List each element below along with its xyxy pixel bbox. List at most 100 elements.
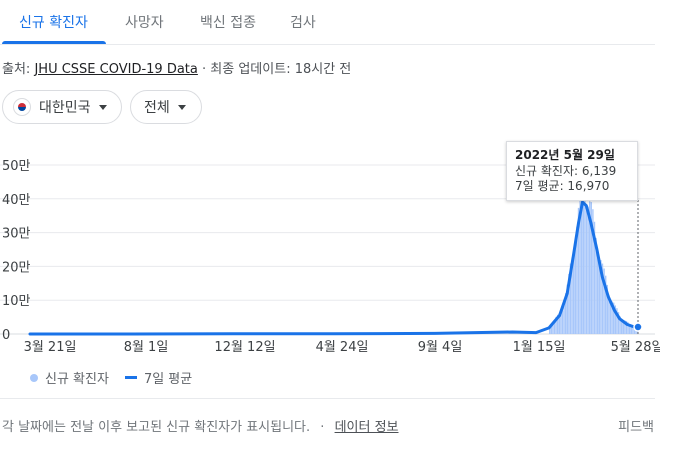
daily-case-bar bbox=[613, 302, 615, 334]
y-tick-label: 0 bbox=[2, 328, 10, 343]
feedback-link[interactable]: 피드백 bbox=[618, 420, 654, 435]
x-tick-label: 12월 12일 bbox=[214, 340, 275, 355]
daily-case-bar bbox=[589, 201, 591, 334]
y-tick-label: 30만 bbox=[2, 227, 31, 242]
daily-case-bar bbox=[605, 275, 607, 334]
daily-case-bar bbox=[632, 327, 634, 334]
daily-case-bar bbox=[563, 302, 565, 334]
daily-case-bar bbox=[608, 294, 610, 334]
y-tick-label: 50만 bbox=[2, 159, 31, 174]
x-tick-label: 4월 24일 bbox=[316, 340, 369, 355]
daily-case-bar bbox=[579, 177, 581, 334]
x-tick-label: 5월 28일 bbox=[611, 340, 660, 355]
daily-case-bar bbox=[629, 324, 631, 334]
y-tick-label: 20만 bbox=[2, 260, 31, 275]
tooltip-date: 2022년 5월 29일 bbox=[515, 148, 615, 162]
daily-case-bar bbox=[561, 310, 564, 334]
south-korea-flag-icon bbox=[13, 98, 31, 116]
daily-case-bar bbox=[550, 326, 552, 334]
legend-new-cases: 신규 확진자 bbox=[45, 372, 109, 387]
source-line: 출처: JHU CSSE COVID-19 Data · 최종 업데이트: 18… bbox=[2, 58, 351, 77]
daily-case-bar bbox=[598, 260, 600, 334]
chevron-down-icon bbox=[98, 104, 107, 110]
daily-case-bar bbox=[595, 237, 597, 334]
range-dropdown[interactable]: 전체 bbox=[130, 90, 202, 124]
country-label: 대한민국 bbox=[39, 100, 91, 116]
daily-case-bar bbox=[617, 312, 620, 334]
x-tick-label: 9월 4일 bbox=[418, 340, 463, 355]
daily-case-bar bbox=[622, 320, 624, 334]
daily-case-bar bbox=[568, 273, 570, 334]
daily-case-bar bbox=[597, 255, 599, 334]
daily-case-bar bbox=[577, 207, 580, 334]
chevron-down-icon bbox=[177, 104, 186, 110]
daily-case-bar bbox=[603, 268, 605, 334]
daily-case-bar bbox=[627, 322, 629, 334]
tooltip-new-cases: 신규 확진자: 6,139 bbox=[515, 163, 617, 178]
average-legend-marker bbox=[124, 376, 137, 379]
daily-case-bar bbox=[560, 312, 562, 334]
data-info-link[interactable]: 데이터 정보 bbox=[334, 420, 399, 435]
daily-case-bar bbox=[621, 319, 623, 334]
country-dropdown[interactable]: 대한민국 bbox=[2, 90, 122, 124]
source-prefix: 출처: bbox=[2, 62, 31, 77]
daily-case-bar bbox=[630, 325, 632, 334]
daily-case-bar bbox=[574, 246, 576, 334]
daily-case-bar bbox=[590, 202, 592, 334]
daily-case-bar bbox=[587, 206, 589, 334]
tab-new-cases[interactable]: 신규 확진자 bbox=[19, 15, 88, 31]
daily-case-bar bbox=[593, 221, 596, 334]
daily-case-bar bbox=[585, 210, 588, 334]
daily-case-bar bbox=[633, 329, 636, 334]
daily-case-bar bbox=[557, 314, 559, 334]
x-tick-label: 1월 15일 bbox=[513, 340, 566, 355]
daily-case-bar bbox=[555, 316, 557, 334]
daily-case-bar bbox=[584, 164, 586, 334]
daily-case-bar bbox=[569, 263, 572, 334]
daily-case-bar bbox=[606, 284, 608, 334]
daily-case-bar bbox=[576, 226, 578, 334]
footer-divider bbox=[0, 398, 655, 399]
last-updated: 최종 업데이트: 18시간 전 bbox=[210, 62, 352, 77]
footer-note-text: 각 날짜에는 전날 이후 보고된 신규 확진자가 표시됩니다. bbox=[2, 420, 311, 435]
x-tick-label: 8월 1일 bbox=[124, 340, 169, 355]
daily-case-bar bbox=[565, 293, 567, 334]
daily-case-bar bbox=[581, 148, 583, 334]
legend-7day-average: 7일 평균 bbox=[143, 372, 193, 387]
new-cases-legend-marker bbox=[30, 373, 38, 382]
daily-case-bar bbox=[571, 257, 573, 334]
tab-bar: 신규 확진자 사망자 백신 접종 검사 bbox=[0, 0, 655, 45]
footer-note: 각 날짜에는 전날 이후 보고된 신규 확진자가 표시됩니다. · 데이터 정보 bbox=[2, 416, 399, 435]
bar-series bbox=[549, 148, 639, 334]
source-link[interactable]: JHU CSSE COVID-19 Data bbox=[34, 62, 198, 77]
chart-tooltip: 2022년 5월 29일 신규 확진자: 6,139 7일 평균: 16,970 bbox=[506, 141, 638, 201]
tab-tests[interactable]: 검사 bbox=[290, 15, 316, 31]
daily-case-bar bbox=[552, 322, 554, 334]
daily-case-bar bbox=[566, 284, 568, 334]
daily-case-bar bbox=[619, 316, 621, 334]
source-separator: · bbox=[202, 62, 207, 77]
tab-deaths[interactable]: 사망자 bbox=[125, 15, 164, 31]
daily-case-bar bbox=[549, 327, 551, 334]
7day-average-line bbox=[28, 200, 640, 336]
tab-vaccinations[interactable]: 백신 접종 bbox=[200, 15, 256, 31]
hover-point bbox=[633, 322, 643, 332]
daily-case-bar bbox=[614, 305, 616, 334]
daily-case-bar bbox=[601, 263, 604, 334]
daily-case-bar bbox=[611, 301, 613, 334]
daily-case-bar bbox=[616, 308, 618, 334]
daily-case-bar bbox=[592, 209, 594, 334]
tooltip-7day-average: 7일 평균: 16,970 bbox=[515, 179, 610, 193]
daily-case-bar bbox=[553, 319, 556, 334]
daily-case-bar bbox=[635, 329, 637, 334]
cases-chart[interactable]: 50만 40만 30만 20만 10만 0 3월 21일 8월 1일 12월 12일 4월 24… bbox=[0, 130, 660, 362]
daily-case-bar bbox=[625, 321, 628, 334]
y-tick-label: 40만 bbox=[2, 193, 31, 208]
y-axis-labels: 50만 40만 30만 20만 10만 0 bbox=[2, 159, 31, 343]
daily-case-bar bbox=[582, 148, 584, 334]
daily-case-bar bbox=[609, 301, 612, 334]
daily-case-bar bbox=[558, 313, 560, 334]
y-tick-label: 10만 bbox=[2, 294, 31, 309]
x-tick-label: 3월 21일 bbox=[24, 340, 77, 355]
daily-case-bar bbox=[624, 320, 626, 334]
